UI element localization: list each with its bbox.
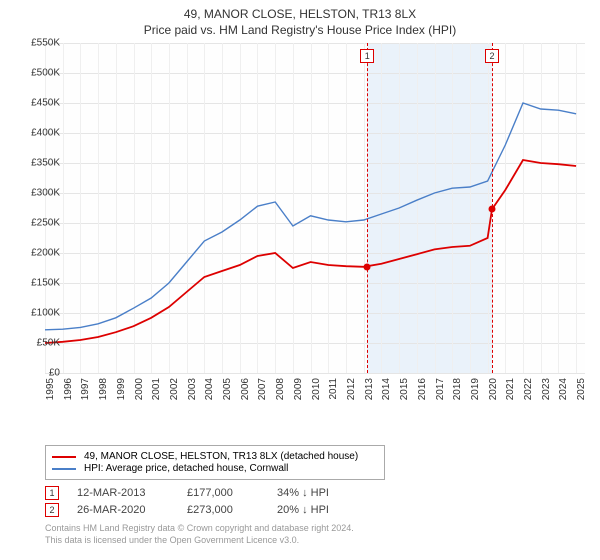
x-axis-label: 1999 [116, 378, 127, 400]
x-axis-label: 2022 [523, 378, 534, 400]
x-axis-label: 2014 [381, 378, 392, 400]
x-axis-label: 2018 [452, 378, 463, 400]
legend-row: HPI: Average price, detached house, Corn… [52, 463, 378, 474]
x-axis-label: 2015 [399, 378, 410, 400]
marker-label: 1 [360, 49, 374, 63]
x-axis-label: 2004 [204, 378, 215, 400]
annotation-number: 2 [45, 503, 59, 517]
x-axis-label: 2012 [346, 378, 357, 400]
x-axis-label: 1996 [63, 378, 74, 400]
x-axis-label: 2016 [417, 378, 428, 400]
y-axis-label: £0 [49, 368, 60, 379]
x-axis-label: 2000 [134, 378, 145, 400]
y-axis-label: £400K [31, 128, 60, 139]
footnote-line1: Contains HM Land Registry data © Crown c… [45, 523, 590, 535]
annotation-row: 2 26-MAR-2020£273,00020% ↓ HPI [45, 503, 590, 517]
x-axis-label: 2025 [576, 378, 587, 400]
x-axis-label: 2010 [311, 378, 322, 400]
x-axis-label: 2001 [151, 378, 162, 400]
y-axis-label: £350K [31, 158, 60, 169]
y-axis-label: £500K [31, 68, 60, 79]
x-axis-label: 2019 [470, 378, 481, 400]
annotation-date: 12-MAR-2013 [77, 487, 187, 499]
series-property [45, 160, 576, 343]
x-axis-label: 2020 [488, 378, 499, 400]
annotation-pct: 20% ↓ HPI [277, 504, 397, 516]
y-axis-label: £250K [31, 218, 60, 229]
footnote: Contains HM Land Registry data © Crown c… [45, 523, 590, 546]
legend-swatch [52, 456, 76, 458]
series-hpi [45, 103, 576, 330]
chart-container: 49, MANOR CLOSE, HELSTON, TR13 8LX Price… [0, 0, 600, 560]
marker-dot [364, 263, 371, 270]
x-axis-label: 1998 [98, 378, 109, 400]
annotation-pct: 34% ↓ HPI [277, 487, 397, 499]
y-axis-label: £150K [31, 278, 60, 289]
y-axis-label: £450K [31, 98, 60, 109]
annotation-price: £177,000 [187, 487, 277, 499]
y-axis-label: £200K [31, 248, 60, 259]
y-axis-label: £100K [31, 308, 60, 319]
chart-area: 12 £0£50K£100K£150K£200K£250K£300K£350K£… [45, 43, 600, 403]
plot-region: 12 [45, 43, 585, 373]
line-series-svg [45, 43, 585, 373]
x-axis-label: 1995 [45, 378, 56, 400]
chart-subtitle: Price paid vs. HM Land Registry's House … [10, 23, 590, 37]
annotation-price: £273,000 [187, 504, 277, 516]
x-axis-label: 2013 [364, 378, 375, 400]
y-axis-label: £550K [31, 38, 60, 49]
marker-label: 2 [485, 49, 499, 63]
x-axis-label: 2008 [275, 378, 286, 400]
x-axis-label: 2017 [435, 378, 446, 400]
chart-title: 49, MANOR CLOSE, HELSTON, TR13 8LX [10, 7, 590, 21]
x-axis-label: 2011 [328, 378, 339, 400]
x-axis-label: 1997 [80, 378, 91, 400]
annotation-date: 26-MAR-2020 [77, 504, 187, 516]
x-axis-label: 2024 [558, 378, 569, 400]
legend-box: 49, MANOR CLOSE, HELSTON, TR13 8LX (deta… [45, 445, 385, 480]
x-axis-label: 2007 [257, 378, 268, 400]
h-gridline [45, 373, 585, 374]
footnote-line2: This data is licensed under the Open Gov… [45, 535, 590, 547]
x-axis-label: 2002 [169, 378, 180, 400]
annotation-row: 1 12-MAR-2013£177,00034% ↓ HPI [45, 486, 590, 500]
legend-label: HPI: Average price, detached house, Corn… [84, 463, 288, 474]
annotations-block: 1 12-MAR-2013£177,00034% ↓ HPI 2 26-MAR-202… [45, 486, 590, 517]
y-axis-label: £50K [37, 338, 60, 349]
x-axis-label: 2021 [505, 378, 516, 400]
x-axis-label: 2005 [222, 378, 233, 400]
legend-row: 49, MANOR CLOSE, HELSTON, TR13 8LX (deta… [52, 451, 378, 462]
legend-swatch [52, 468, 76, 470]
annotation-number: 1 [45, 486, 59, 500]
marker-dot [489, 206, 496, 213]
x-axis-label: 2003 [187, 378, 198, 400]
legend-label: 49, MANOR CLOSE, HELSTON, TR13 8LX (deta… [84, 451, 358, 462]
x-axis-label: 2009 [293, 378, 304, 400]
x-axis-label: 2023 [541, 378, 552, 400]
y-axis-label: £300K [31, 188, 60, 199]
x-axis-label: 2006 [240, 378, 251, 400]
marker-line [367, 43, 368, 373]
